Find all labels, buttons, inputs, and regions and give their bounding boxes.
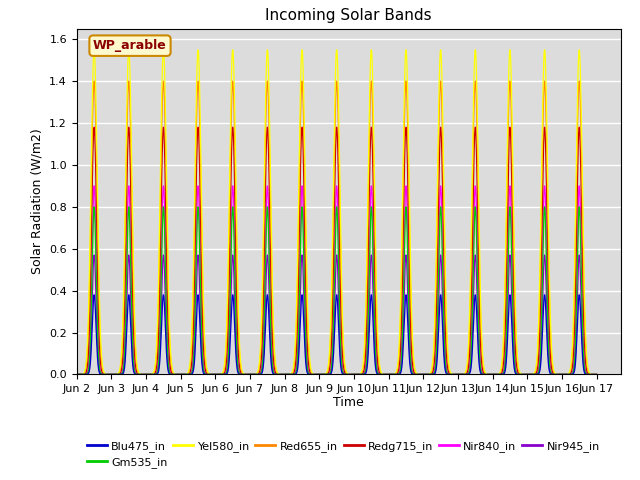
Blu475_in — [268, 362, 275, 368]
Nir840_in — [593, 372, 600, 377]
Yel580_in — [408, 327, 416, 333]
Red655_in — [482, 371, 490, 377]
Redg715_in — [90, 124, 98, 130]
Nir945_in — [184, 372, 192, 377]
Text: WP_arable: WP_arable — [93, 39, 167, 52]
Yel580_in — [268, 231, 275, 237]
Line: Nir945_in: Nir945_in — [77, 255, 596, 374]
Yel580_in — [593, 372, 600, 377]
Nir945_in — [268, 356, 275, 361]
Nir840_in — [268, 334, 275, 340]
Redg715_in — [482, 372, 490, 377]
Red655_in — [591, 372, 598, 377]
Gm535_in — [73, 372, 81, 377]
Yel580_in — [184, 370, 192, 375]
Nir945_in — [179, 372, 186, 377]
Nir840_in — [408, 367, 416, 373]
Nir840_in — [73, 372, 81, 377]
Blu475_in — [179, 372, 186, 377]
Red655_in — [90, 78, 98, 84]
X-axis label: Time: Time — [333, 396, 364, 408]
Gm535_in — [408, 370, 416, 375]
Line: Blu475_in: Blu475_in — [77, 295, 596, 374]
Yel580_in — [482, 371, 490, 376]
Nir945_in — [482, 372, 490, 377]
Redg715_in — [184, 372, 192, 377]
Line: Gm535_in: Gm535_in — [77, 207, 596, 374]
Red655_in — [408, 340, 416, 346]
Nir840_in — [482, 372, 490, 377]
Blu475_in — [184, 372, 192, 377]
Nir945_in — [593, 372, 600, 377]
Redg715_in — [593, 372, 600, 377]
Line: Redg715_in: Redg715_in — [77, 127, 596, 374]
Nir945_in — [73, 372, 81, 377]
Yel580_in — [90, 47, 98, 53]
Redg715_in — [179, 372, 186, 377]
Nir840_in — [184, 372, 192, 377]
Redg715_in — [591, 372, 598, 377]
Gm535_in — [593, 372, 600, 377]
Yel580_in — [179, 372, 186, 377]
Gm535_in — [179, 372, 186, 377]
Line: Red655_in: Red655_in — [77, 81, 596, 374]
Blu475_in — [593, 372, 600, 377]
Red655_in — [593, 372, 600, 377]
Gm535_in — [184, 372, 192, 377]
Redg715_in — [73, 372, 81, 377]
Blu475_in — [575, 292, 583, 298]
Line: Yel580_in: Yel580_in — [77, 50, 596, 374]
Yel580_in — [591, 372, 598, 377]
Legend: Blu475_in, Gm535_in, Yel580_in, Red655_in, Redg715_in, Nir840_in, Nir945_in: Blu475_in, Gm535_in, Yel580_in, Red655_i… — [83, 436, 604, 472]
Nir840_in — [179, 372, 186, 377]
Nir945_in — [90, 252, 98, 258]
Nir840_in — [90, 183, 98, 189]
Nir945_in — [591, 372, 598, 377]
Redg715_in — [268, 298, 275, 304]
Line: Nir840_in: Nir840_in — [77, 186, 596, 374]
Gm535_in — [90, 204, 98, 210]
Gm535_in — [268, 346, 275, 352]
Redg715_in — [408, 357, 416, 363]
Y-axis label: Solar Radiation (W/m2): Solar Radiation (W/m2) — [31, 129, 44, 275]
Blu475_in — [73, 372, 81, 377]
Blu475_in — [591, 372, 598, 377]
Red655_in — [179, 372, 186, 377]
Nir840_in — [591, 372, 598, 377]
Red655_in — [184, 371, 192, 376]
Blu475_in — [482, 372, 490, 377]
Gm535_in — [591, 372, 598, 377]
Red655_in — [268, 257, 275, 263]
Red655_in — [73, 372, 81, 377]
Gm535_in — [482, 372, 490, 377]
Nir945_in — [408, 371, 416, 376]
Blu475_in — [408, 371, 416, 377]
Yel580_in — [73, 372, 81, 377]
Title: Incoming Solar Bands: Incoming Solar Bands — [266, 9, 432, 24]
